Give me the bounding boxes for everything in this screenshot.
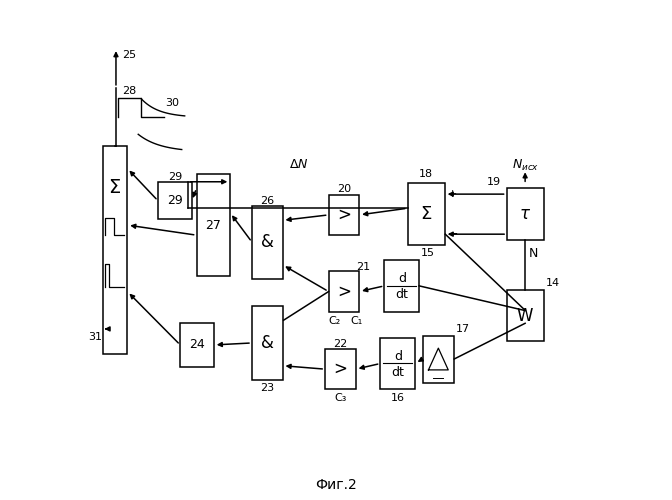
Text: 25: 25 <box>122 50 136 59</box>
Text: 15: 15 <box>421 248 435 258</box>
Text: 16: 16 <box>391 394 405 404</box>
Text: &: & <box>261 334 274 352</box>
Text: W: W <box>517 306 534 324</box>
Bar <box>384 260 419 312</box>
Text: 26: 26 <box>260 196 274 205</box>
Bar <box>507 188 544 240</box>
Text: $N_{исх}$: $N_{исх}$ <box>511 158 539 174</box>
Text: Фиг.2: Фиг.2 <box>315 478 357 492</box>
Bar <box>325 349 355 390</box>
Text: C₁: C₁ <box>350 316 362 326</box>
Text: 22: 22 <box>333 339 347 349</box>
Text: 19: 19 <box>487 178 501 188</box>
Bar <box>103 146 128 354</box>
Text: 14: 14 <box>546 278 560 287</box>
Bar <box>329 194 360 235</box>
Text: $\tau$: $\tau$ <box>519 205 531 223</box>
Text: 24: 24 <box>190 338 205 351</box>
Text: dt: dt <box>395 288 408 301</box>
Text: 27: 27 <box>206 218 221 232</box>
Text: 30: 30 <box>165 98 179 108</box>
Text: $\Sigma$: $\Sigma$ <box>108 178 122 197</box>
Text: d: d <box>398 272 406 285</box>
Bar <box>252 306 283 380</box>
Text: $\Sigma$: $\Sigma$ <box>420 205 432 223</box>
Text: 23: 23 <box>260 384 274 394</box>
Bar <box>158 182 192 220</box>
Bar <box>252 206 283 279</box>
Text: 20: 20 <box>337 184 351 194</box>
Bar <box>423 336 454 382</box>
Text: C₂: C₂ <box>328 316 340 326</box>
Text: 18: 18 <box>419 170 433 179</box>
Text: $\Delta N$: $\Delta N$ <box>289 158 308 171</box>
Text: >: > <box>337 282 351 300</box>
Bar <box>408 183 445 245</box>
Bar <box>180 322 214 367</box>
Text: d: d <box>394 350 402 362</box>
Text: 29: 29 <box>168 172 182 182</box>
Bar <box>329 272 360 312</box>
Bar <box>507 290 544 342</box>
Bar <box>380 338 415 390</box>
Text: C₃: C₃ <box>334 394 347 404</box>
Text: 31: 31 <box>88 332 101 342</box>
Text: 21: 21 <box>355 262 370 272</box>
Bar <box>197 174 230 276</box>
Text: >: > <box>333 360 347 378</box>
Text: −: − <box>448 228 458 240</box>
Text: 17: 17 <box>456 324 470 334</box>
Text: &: & <box>261 233 274 251</box>
Text: +: + <box>448 189 457 199</box>
Text: 28: 28 <box>122 86 136 96</box>
Text: N: N <box>528 248 538 260</box>
Text: >: > <box>337 206 351 224</box>
Text: dt: dt <box>391 366 405 379</box>
Text: 29: 29 <box>167 194 183 207</box>
